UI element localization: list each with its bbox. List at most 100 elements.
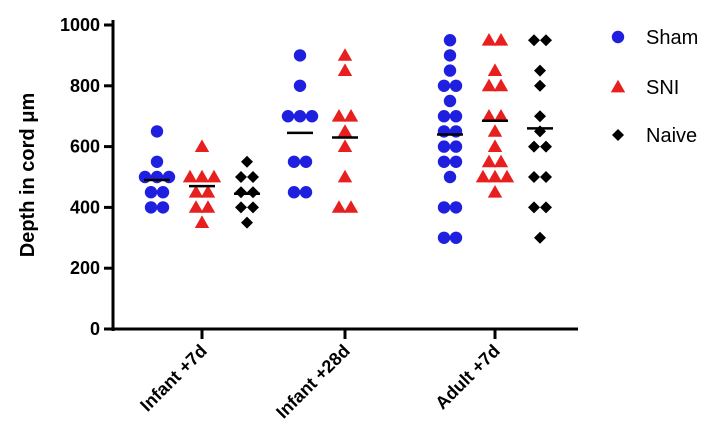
- data-point-sham: [437, 155, 451, 168]
- y-axis-label: Depth in cord μm: [17, 93, 39, 257]
- legend-marker-sham: [611, 30, 625, 44]
- data-point-sham: [449, 79, 463, 93]
- data-point-naive: [534, 231, 546, 244]
- legend: Sham SNI Naive: [610, 27, 698, 147]
- data-point-sni: [182, 169, 198, 183]
- y-tick-label: 1000: [60, 15, 100, 35]
- data-point-sni: [337, 139, 353, 152]
- data-point-sham: [437, 231, 451, 244]
- data-point-sni: [200, 200, 216, 213]
- legend-label-sni: SNI: [646, 77, 679, 99]
- data-point-sni: [481, 78, 497, 92]
- data-point-sham: [150, 155, 164, 168]
- data-point-naive: [540, 34, 552, 47]
- data-point-sham: [305, 110, 319, 123]
- data-point-naive: [235, 171, 247, 183]
- data-point-sni: [200, 185, 216, 198]
- data-point-sni: [493, 154, 509, 168]
- data-point-sni: [194, 215, 210, 228]
- data-point-sni: [487, 63, 503, 76]
- data-point-naive: [534, 110, 546, 123]
- data-point-naive: [247, 171, 259, 183]
- data-point-sni: [188, 185, 204, 198]
- y-tick-label: 800: [70, 76, 100, 96]
- data-point-sham: [287, 186, 301, 199]
- data-point-sni: [337, 124, 353, 137]
- y-tick-label: 600: [70, 137, 100, 157]
- mean-lines: [144, 119, 553, 195]
- data-point-sham: [449, 125, 463, 138]
- data-point-sham: [138, 170, 152, 184]
- data-point-sni: [337, 48, 353, 61]
- data-point-sni: [493, 33, 509, 46]
- data-point-naive: [528, 171, 540, 183]
- legend-label-sham: Sham: [646, 27, 698, 49]
- data-point-naive: [528, 201, 540, 214]
- y-tick-label: 0: [90, 319, 100, 339]
- data-point-sni: [343, 109, 359, 122]
- data-point-naive: [247, 186, 259, 199]
- data-point-sham: [156, 186, 170, 199]
- data-point-sni: [206, 169, 222, 183]
- data-point-sham: [449, 231, 463, 244]
- data-point-sni: [337, 63, 353, 76]
- data-points: [138, 33, 552, 244]
- data-point-sni: [493, 109, 509, 122]
- data-point-naive: [235, 186, 247, 199]
- data-point-sni: [481, 109, 497, 122]
- data-point-sni: [487, 185, 503, 198]
- data-point-naive: [534, 125, 546, 138]
- data-point-sham: [443, 34, 457, 47]
- x-tick-label: Adult +7d: [431, 341, 503, 413]
- data-point-naive: [247, 201, 259, 214]
- x-tick-label: Infant +7d: [136, 341, 211, 416]
- y-ticks: 0 200 400 600 800 1000: [60, 15, 113, 339]
- data-point-sni: [337, 169, 353, 183]
- data-point-sham: [299, 155, 313, 168]
- data-point-sham: [144, 201, 158, 214]
- data-point-sham: [449, 110, 463, 123]
- data-point-sni: [487, 169, 503, 183]
- data-point-sni: [331, 200, 347, 213]
- data-point-sham: [162, 170, 176, 184]
- data-point-sham: [293, 110, 307, 123]
- x-tick-label: Infant +28d: [272, 341, 354, 423]
- data-point-naive: [241, 155, 253, 168]
- data-point-naive: [540, 140, 552, 153]
- data-point-sham: [443, 49, 457, 62]
- data-point-sham: [437, 140, 451, 153]
- data-point-sni: [481, 154, 497, 168]
- data-point-sham: [293, 49, 307, 62]
- legend-marker-naive: [612, 129, 624, 141]
- data-point-sham: [443, 94, 457, 108]
- data-point-sham: [437, 110, 451, 123]
- data-point-sham: [287, 155, 301, 168]
- data-point-sham: [281, 110, 295, 123]
- data-point-sham: [293, 79, 307, 93]
- data-point-sham: [443, 64, 457, 77]
- data-point-sni: [343, 200, 359, 213]
- data-point-sham: [449, 155, 463, 168]
- data-point-naive: [534, 79, 546, 92]
- data-point-sni: [331, 109, 347, 122]
- data-point-naive: [540, 201, 552, 214]
- data-point-sham: [156, 201, 170, 214]
- y-tick-label: 200: [70, 258, 100, 278]
- data-point-sni: [475, 169, 491, 183]
- data-point-sham: [437, 79, 451, 93]
- y-tick-label: 400: [70, 197, 100, 217]
- data-point-sham: [299, 186, 313, 199]
- data-point-sham: [144, 186, 158, 199]
- data-point-sni: [194, 169, 210, 183]
- data-point-sham: [150, 125, 164, 138]
- data-point-sni: [194, 139, 210, 152]
- data-point-sni: [481, 33, 497, 46]
- data-point-sni: [487, 139, 503, 152]
- data-point-sham: [437, 125, 451, 138]
- data-point-sni: [487, 124, 503, 137]
- data-point-naive: [528, 34, 540, 47]
- data-point-naive: [235, 201, 247, 214]
- data-point-sham: [449, 140, 463, 153]
- x-ticks: Infant +7d Infant +28d Adult +7d: [136, 329, 504, 422]
